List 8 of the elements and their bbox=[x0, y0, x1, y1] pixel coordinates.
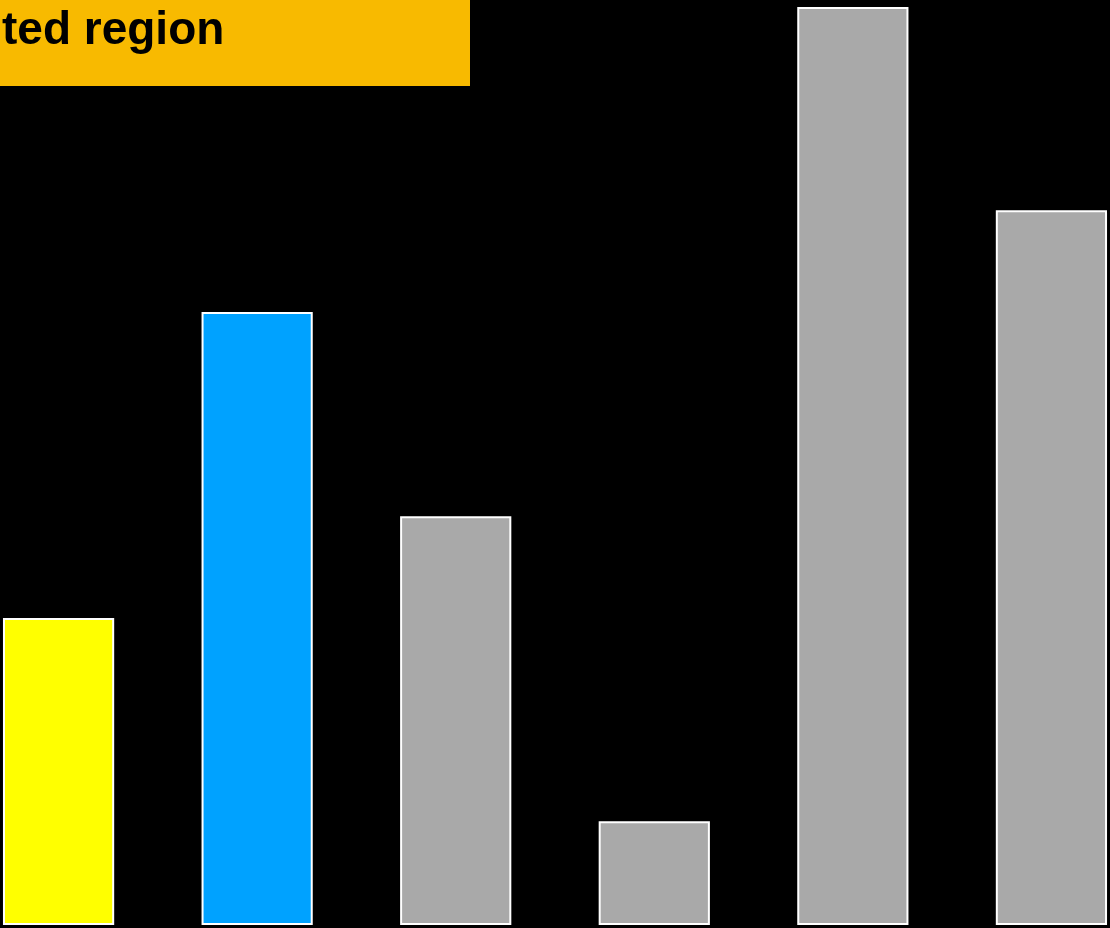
bar bbox=[400, 516, 512, 925]
label-box: ted region bbox=[0, 0, 470, 86]
bar bbox=[201, 312, 313, 925]
bar bbox=[797, 7, 909, 925]
annotation: ted region bbox=[2, 2, 225, 54]
bar bbox=[598, 821, 710, 925]
bar bbox=[2, 617, 115, 925]
bar bbox=[995, 210, 1108, 925]
